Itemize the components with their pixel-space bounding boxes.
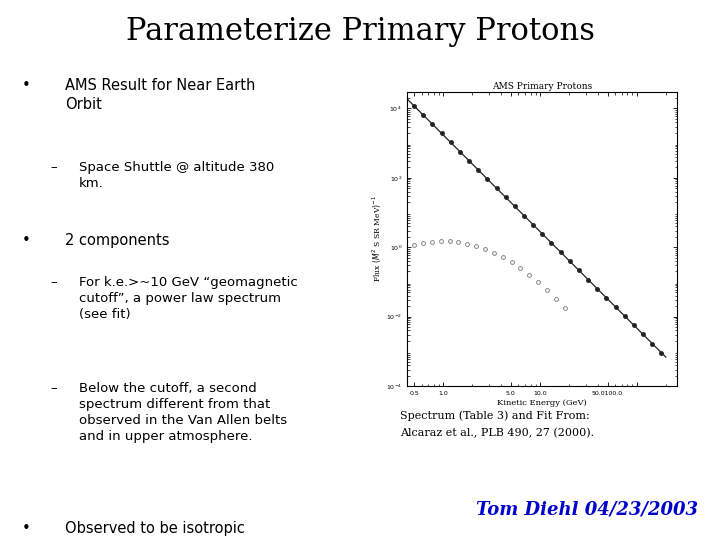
Text: •: • — [22, 78, 30, 93]
Text: Observed to be isotropic: Observed to be isotropic — [65, 521, 245, 536]
Text: Space Shuttle @ altitude 380
km.: Space Shuttle @ altitude 380 km. — [79, 161, 274, 191]
Text: For k.e.>~10 GeV “geomagnetic
cutoff”, a power law spectrum
(see fit): For k.e.>~10 GeV “geomagnetic cutoff”, a… — [79, 276, 298, 321]
Y-axis label: Flux $(M^2$ S SR MeV$)^{-1}$: Flux $(M^2$ S SR MeV$)^{-1}$ — [371, 195, 384, 282]
Text: •: • — [22, 521, 30, 536]
Text: AMS Result for Near Earth
Orbit: AMS Result for Near Earth Orbit — [65, 78, 255, 112]
Text: 2 components: 2 components — [65, 233, 169, 248]
X-axis label: Kinetic Energy (GeV): Kinetic Energy (GeV) — [497, 399, 587, 407]
Text: Alcaraz et al., PLB 490, 27 (2000).: Alcaraz et al., PLB 490, 27 (2000). — [400, 428, 594, 438]
Text: •: • — [22, 233, 30, 248]
Text: Below the cutoff, a second
spectrum different from that
observed in the Van Alle: Below the cutoff, a second spectrum diff… — [79, 382, 287, 443]
Text: –: – — [50, 276, 57, 289]
Text: Spectrum (Table 3) and Fit From:: Spectrum (Table 3) and Fit From: — [400, 410, 590, 421]
Text: –: – — [50, 382, 57, 395]
Title: AMS Primary Protons: AMS Primary Protons — [492, 82, 592, 91]
Text: –: – — [50, 161, 57, 174]
Text: Tom Diehl 04/23/2003: Tom Diehl 04/23/2003 — [477, 501, 698, 518]
Text: Parameterize Primary Protons: Parameterize Primary Protons — [125, 16, 595, 47]
